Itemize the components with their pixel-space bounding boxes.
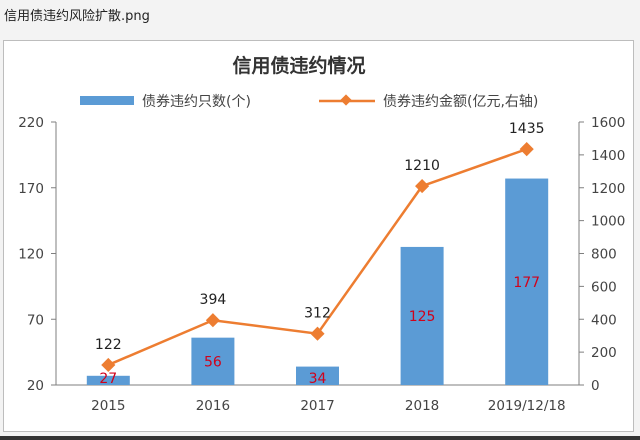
bar — [86, 375, 130, 385]
bar — [505, 178, 549, 385]
bar-value-label: 56 — [204, 354, 222, 370]
legend-line-marker — [340, 94, 352, 106]
window-titlebar: 信用债违约风险扩散.png — [0, 0, 640, 30]
right-axis-tick-label: 1600 — [591, 115, 625, 131]
bar — [191, 337, 235, 385]
left-axis-tick-label: 120 — [18, 247, 44, 263]
left-axis-tick-label: 20 — [27, 378, 44, 394]
line-point — [205, 313, 220, 328]
bar — [400, 246, 444, 385]
line-value-label: 122 — [95, 337, 122, 353]
line-value-label: 1210 — [404, 158, 440, 174]
x-axis-tick-label: 2015 — [91, 398, 125, 414]
left-axis-tick-label: 70 — [27, 312, 44, 328]
bottom-border — [0, 436, 640, 440]
line-point — [310, 326, 325, 341]
chart-container: 信用债违约情况债券违约只数(个) 债券违约金额(亿元,右轴) 20 70 120 170 2… — [3, 40, 634, 432]
line-value-label: 394 — [200, 292, 227, 308]
bar-value-label: 27 — [99, 371, 117, 387]
line-point — [101, 357, 116, 373]
line-point — [415, 179, 430, 194]
right-axis-tick-label: 200 — [591, 345, 617, 361]
bar — [296, 366, 339, 385]
legend-bar-swatch — [80, 96, 134, 105]
bar-value-label: 125 — [409, 309, 436, 325]
left-axis-tick-label: 170 — [18, 181, 44, 197]
right-axis-tick-label: 1200 — [591, 181, 625, 197]
right-axis-tick-label: 1400 — [591, 148, 625, 164]
x-axis-tick-label: 2019/12/18 — [488, 398, 566, 414]
line-value-label: 312 — [304, 306, 331, 322]
chart-title: 信用债违约情况 — [232, 54, 365, 77]
x-axis-tick-label: 2018 — [405, 398, 439, 414]
right-axis-tick-label: 1000 — [591, 214, 625, 230]
legend-bar-label: 债券违约只数(个) — [142, 94, 251, 110]
legend-line-label: 债券违约金额(亿元,右轴) — [383, 94, 538, 110]
bar-value-label: 34 — [309, 371, 327, 387]
bar-value-label: 177 — [513, 275, 540, 291]
x-axis-tick-label: 2017 — [300, 398, 334, 414]
right-axis-tick-label: 0 — [591, 378, 600, 394]
line-point — [519, 142, 534, 157]
line-value-label: 1435 — [509, 121, 545, 137]
window-title: 信用债违约风险扩散.png — [4, 9, 150, 24]
right-axis-tick-label: 800 — [591, 247, 617, 263]
right-axis-tick-label: 400 — [591, 312, 617, 328]
right-axis-tick-label: 600 — [591, 279, 617, 295]
x-axis-tick-label: 2016 — [196, 398, 230, 414]
left-axis-tick-label: 220 — [18, 115, 44, 131]
